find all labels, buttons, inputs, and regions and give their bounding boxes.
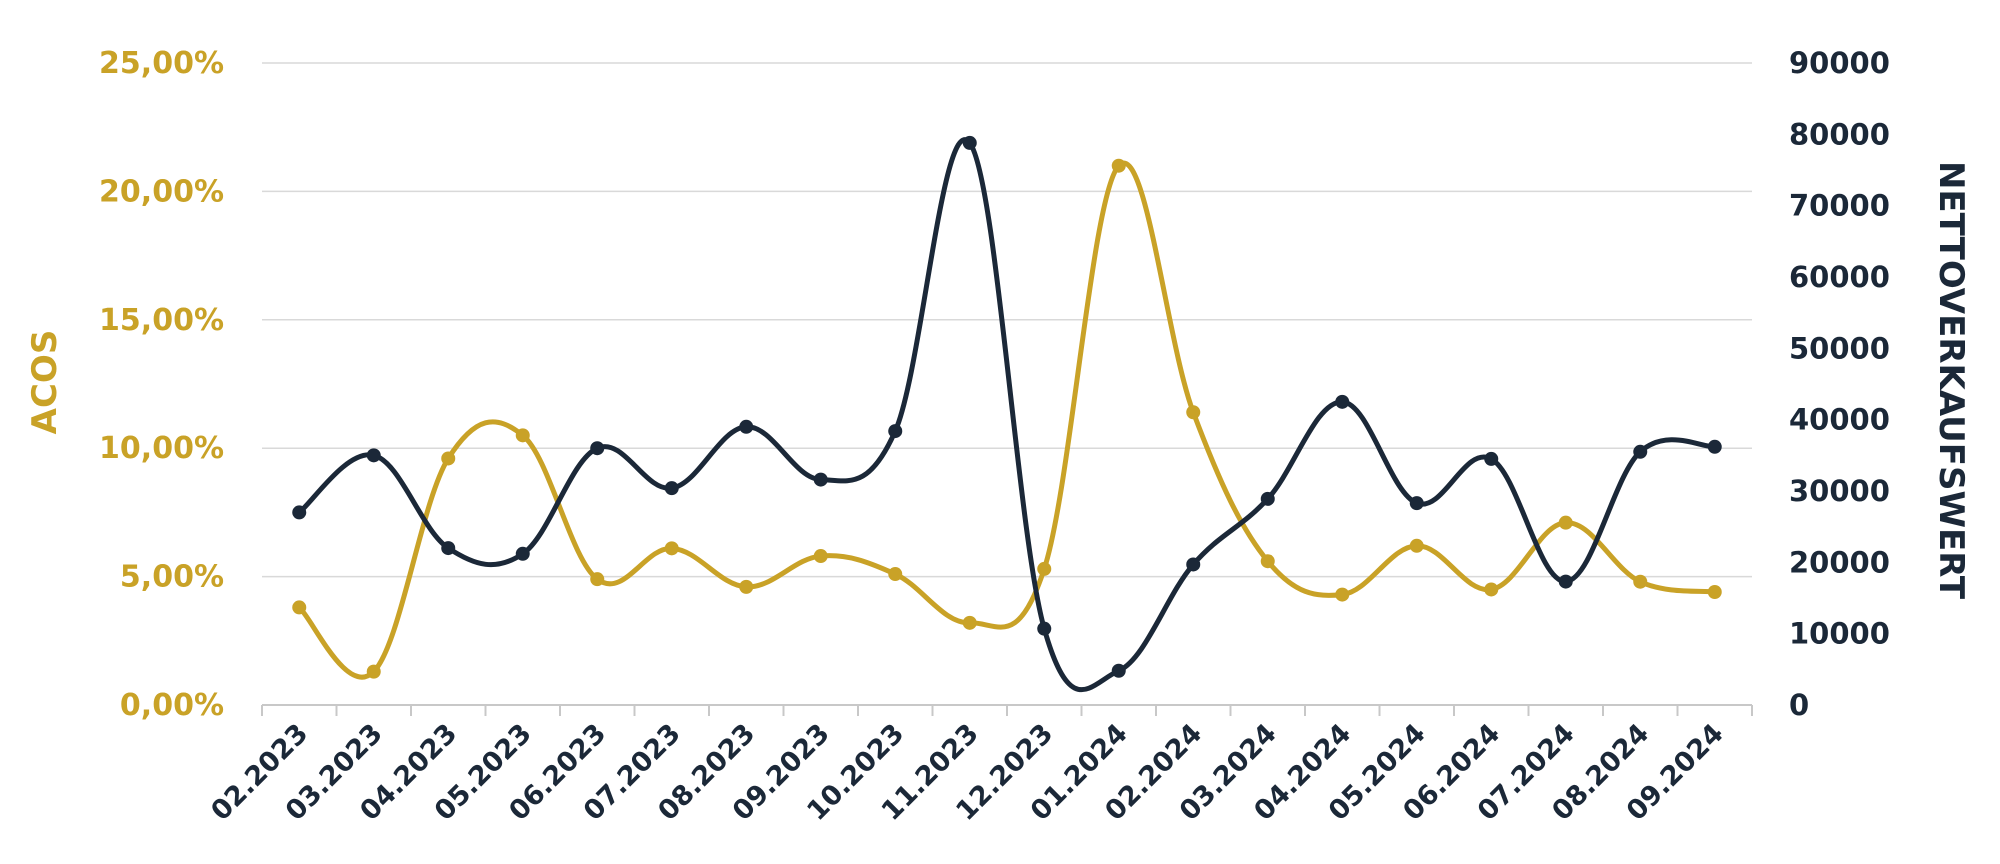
data-point — [962, 135, 977, 150]
data-point — [1409, 496, 1424, 511]
y-right-tick-label: 20000 — [1789, 545, 1890, 579]
series-lines — [292, 135, 1722, 693]
tick-labels: 0,00% 5,00% 10,00% 15,00% 20,00% 25,00% 0 10000… — [99, 46, 1890, 827]
data-point — [441, 451, 456, 466]
series-line — [296, 137, 1718, 693]
y-right-tick-label: 70000 — [1789, 189, 1890, 223]
y-left-tick-label: 10,00% — [99, 431, 224, 466]
data-point — [1260, 491, 1275, 506]
data-point — [1558, 515, 1573, 530]
series-line — [296, 160, 1718, 680]
data-point — [1186, 557, 1201, 572]
y-left-tick-label: 0,00% — [120, 688, 224, 723]
y-left-tick-label: 20,00% — [99, 174, 224, 209]
data-point — [1409, 538, 1424, 553]
y-left-tick-label: 25,00% — [99, 46, 224, 81]
data-point — [739, 419, 754, 434]
data-point — [1335, 394, 1350, 409]
data-point — [590, 572, 605, 587]
y-left-tick-label: 5,00% — [120, 560, 224, 595]
y-right-tick-label: 10000 — [1789, 617, 1890, 651]
series-acos — [292, 158, 1722, 680]
data-point — [515, 546, 530, 561]
series-nettoverkaufswert — [292, 135, 1722, 693]
data-point — [590, 441, 605, 456]
data-point — [366, 664, 381, 679]
data-point — [1111, 158, 1126, 173]
data-point — [739, 579, 754, 594]
data-point — [888, 424, 903, 439]
data-point — [292, 505, 307, 520]
data-point — [1037, 561, 1052, 576]
y-right-tick-label: 30000 — [1789, 474, 1890, 508]
data-point — [441, 541, 456, 556]
y-axis-right-title: NETTOVERKAUFSWERT — [1931, 161, 1971, 600]
y-left-tick-label: 15,00% — [99, 303, 224, 338]
x-axis — [261, 704, 1753, 716]
gridlines — [262, 62, 1752, 578]
y-right-tick-label: 0 — [1789, 688, 1809, 722]
data-point — [1707, 439, 1722, 454]
data-point — [813, 472, 828, 487]
y-right-tick-label: 60000 — [1789, 260, 1890, 294]
data-point — [1633, 574, 1648, 589]
data-point — [1707, 585, 1722, 600]
data-point — [664, 481, 679, 496]
data-point — [1633, 444, 1648, 459]
data-point — [292, 600, 307, 615]
data-point — [1111, 663, 1126, 678]
data-point — [515, 428, 530, 443]
data-point — [664, 541, 679, 556]
data-point — [813, 549, 828, 564]
data-point — [1335, 587, 1350, 602]
y-right-tick-label: 80000 — [1789, 117, 1890, 151]
data-point — [1558, 574, 1573, 589]
data-point — [1037, 621, 1052, 636]
data-point — [962, 615, 977, 630]
y-axis-left-title: ACOS — [25, 330, 65, 435]
y-right-tick-label: 50000 — [1789, 331, 1890, 365]
y-right-tick-label: 90000 — [1789, 46, 1890, 80]
data-point — [1484, 451, 1499, 466]
data-point — [1186, 405, 1201, 420]
y-right-tick-label: 40000 — [1789, 403, 1890, 437]
data-point — [888, 567, 903, 582]
data-point — [1260, 554, 1275, 569]
data-point — [1484, 582, 1499, 597]
data-point — [366, 448, 381, 463]
